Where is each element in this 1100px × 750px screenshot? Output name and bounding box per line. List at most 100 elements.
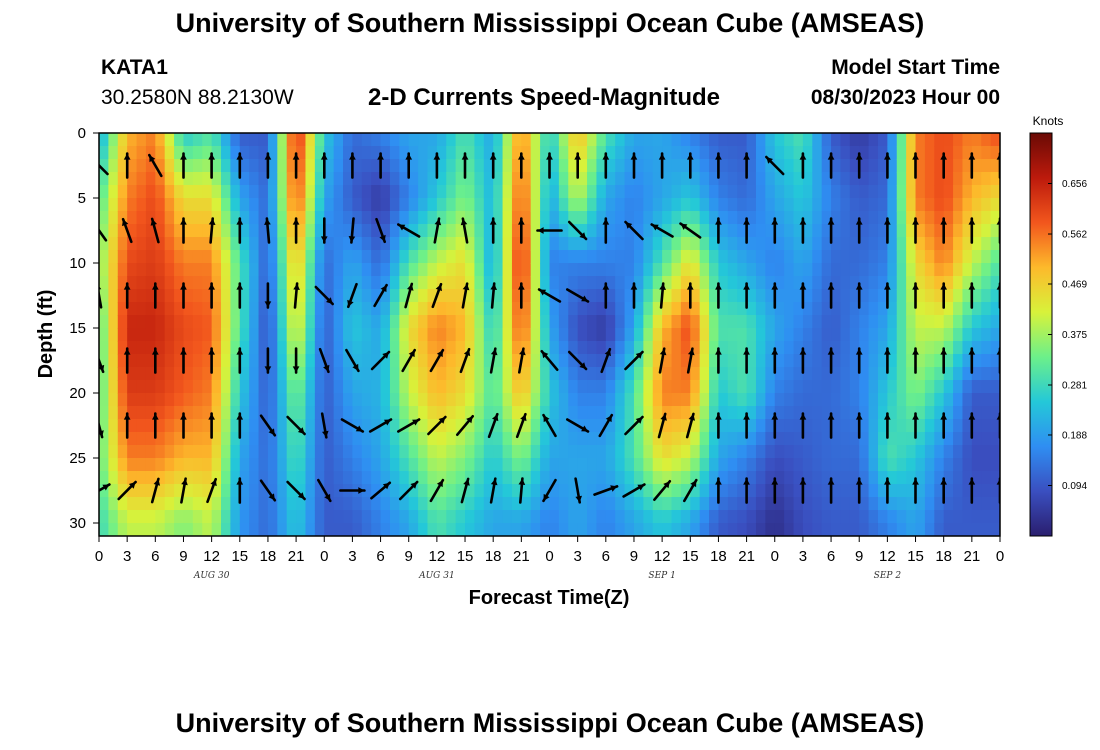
heatmap-cell bbox=[549, 432, 560, 446]
heatmap-cell bbox=[136, 198, 147, 212]
heatmap-cell bbox=[924, 263, 935, 277]
heatmap-cell bbox=[380, 250, 391, 264]
heatmap-cell bbox=[962, 445, 973, 459]
heatmap-cell bbox=[934, 458, 945, 472]
heatmap-cell bbox=[99, 497, 109, 511]
heatmap-cell bbox=[136, 133, 147, 147]
colorbar-tick-label: 0.562 bbox=[1062, 230, 1087, 241]
heatmap-cell bbox=[221, 471, 231, 485]
heatmap-cell bbox=[549, 510, 560, 524]
heatmap-cell bbox=[164, 380, 175, 394]
heatmap-cell bbox=[727, 497, 738, 511]
heatmap-cell bbox=[502, 315, 513, 329]
heatmap-cell bbox=[408, 419, 419, 433]
heatmap-cell bbox=[924, 458, 935, 472]
heatmap-cell bbox=[774, 211, 785, 225]
heatmap-cell bbox=[418, 406, 429, 420]
heatmap-cell bbox=[389, 289, 400, 303]
heatmap-cell bbox=[314, 237, 325, 251]
heatmap-cell bbox=[145, 445, 156, 459]
heatmap-cell bbox=[221, 458, 231, 472]
heatmap-cell bbox=[333, 289, 344, 303]
current-vector bbox=[884, 477, 891, 504]
heatmap-cell bbox=[164, 289, 175, 303]
heatmap-cell bbox=[849, 289, 860, 303]
heatmap-cell bbox=[727, 354, 738, 368]
heatmap-cell bbox=[709, 315, 720, 329]
current-vector bbox=[377, 152, 384, 179]
colorbar-tick-label: 0.188 bbox=[1062, 430, 1087, 441]
heatmap-cell bbox=[906, 211, 917, 225]
heatmap-cell bbox=[755, 341, 766, 355]
heatmap-cell bbox=[662, 354, 673, 368]
heatmap-cell bbox=[361, 224, 372, 238]
heatmap-cell bbox=[558, 315, 569, 329]
heatmap-cell bbox=[690, 146, 701, 160]
heatmap-cell bbox=[136, 328, 147, 342]
heatmap-cell bbox=[540, 510, 551, 524]
heatmap-cell bbox=[971, 367, 982, 381]
heatmap-cell bbox=[755, 250, 766, 264]
heatmap-cell bbox=[174, 471, 185, 485]
heatmap-cell bbox=[221, 289, 231, 303]
current-vector bbox=[912, 152, 919, 179]
heatmap-cell bbox=[605, 406, 616, 420]
heatmap-cell bbox=[211, 432, 222, 446]
heatmap-cell bbox=[174, 445, 185, 459]
heatmap-cell bbox=[343, 367, 354, 381]
heatmap-cell bbox=[136, 471, 147, 485]
heatmap-cell bbox=[812, 198, 823, 212]
heatmap-cell bbox=[643, 237, 654, 251]
heatmap-cell bbox=[427, 523, 438, 536]
heatmap-cell bbox=[662, 237, 673, 251]
y-tick-label: 30 bbox=[69, 515, 86, 532]
heatmap-cell bbox=[399, 328, 410, 342]
heatmap-cell bbox=[465, 146, 476, 160]
heatmap-cell bbox=[164, 328, 175, 342]
heatmap-cell bbox=[643, 406, 654, 420]
heatmap-cell bbox=[690, 198, 701, 212]
heatmap-cell bbox=[145, 302, 156, 316]
heatmap-cell bbox=[737, 497, 748, 511]
heatmap-cell bbox=[455, 237, 466, 251]
heatmap-cell bbox=[493, 432, 504, 446]
heatmap-cell bbox=[934, 380, 945, 394]
heatmap-cell bbox=[155, 367, 166, 381]
heatmap-cell bbox=[859, 302, 870, 316]
heatmap-cell bbox=[192, 211, 203, 225]
heatmap-cell bbox=[249, 367, 260, 381]
heatmap-cell bbox=[990, 133, 1000, 147]
heatmap-cell bbox=[446, 510, 457, 524]
heatmap-cell bbox=[530, 185, 541, 199]
heatmap-cell bbox=[652, 445, 663, 459]
heatmap-cell bbox=[455, 328, 466, 342]
heatmap-cell bbox=[108, 367, 119, 381]
heatmap-cell bbox=[136, 211, 147, 225]
heatmap-cell bbox=[652, 484, 663, 498]
heatmap-cell bbox=[821, 198, 832, 212]
heatmap-cell bbox=[127, 263, 138, 277]
heatmap-cell bbox=[286, 497, 297, 511]
heatmap-cell bbox=[615, 406, 626, 420]
heatmap-cell bbox=[446, 406, 457, 420]
current-vector bbox=[152, 412, 159, 439]
heatmap-cell bbox=[962, 393, 973, 407]
heatmap-cell bbox=[286, 302, 297, 316]
current-vector bbox=[686, 152, 694, 179]
heatmap-cell bbox=[915, 354, 926, 368]
heatmap-cell bbox=[127, 328, 138, 342]
heatmap-cell bbox=[136, 289, 147, 303]
heatmap-cell bbox=[296, 237, 307, 251]
heatmap-cell bbox=[662, 510, 673, 524]
heatmap-cell bbox=[380, 432, 391, 446]
heatmap-cell bbox=[812, 276, 823, 290]
heatmap-cell bbox=[493, 458, 504, 472]
heatmap-cell bbox=[145, 276, 156, 290]
heatmap-cell bbox=[380, 354, 391, 368]
heatmap-cell bbox=[249, 419, 260, 433]
heatmap-cell bbox=[145, 146, 156, 160]
heatmap-cell bbox=[324, 185, 335, 199]
heatmap-cell bbox=[511, 276, 522, 290]
current-vector bbox=[433, 217, 442, 244]
heatmap-cell bbox=[868, 302, 879, 316]
